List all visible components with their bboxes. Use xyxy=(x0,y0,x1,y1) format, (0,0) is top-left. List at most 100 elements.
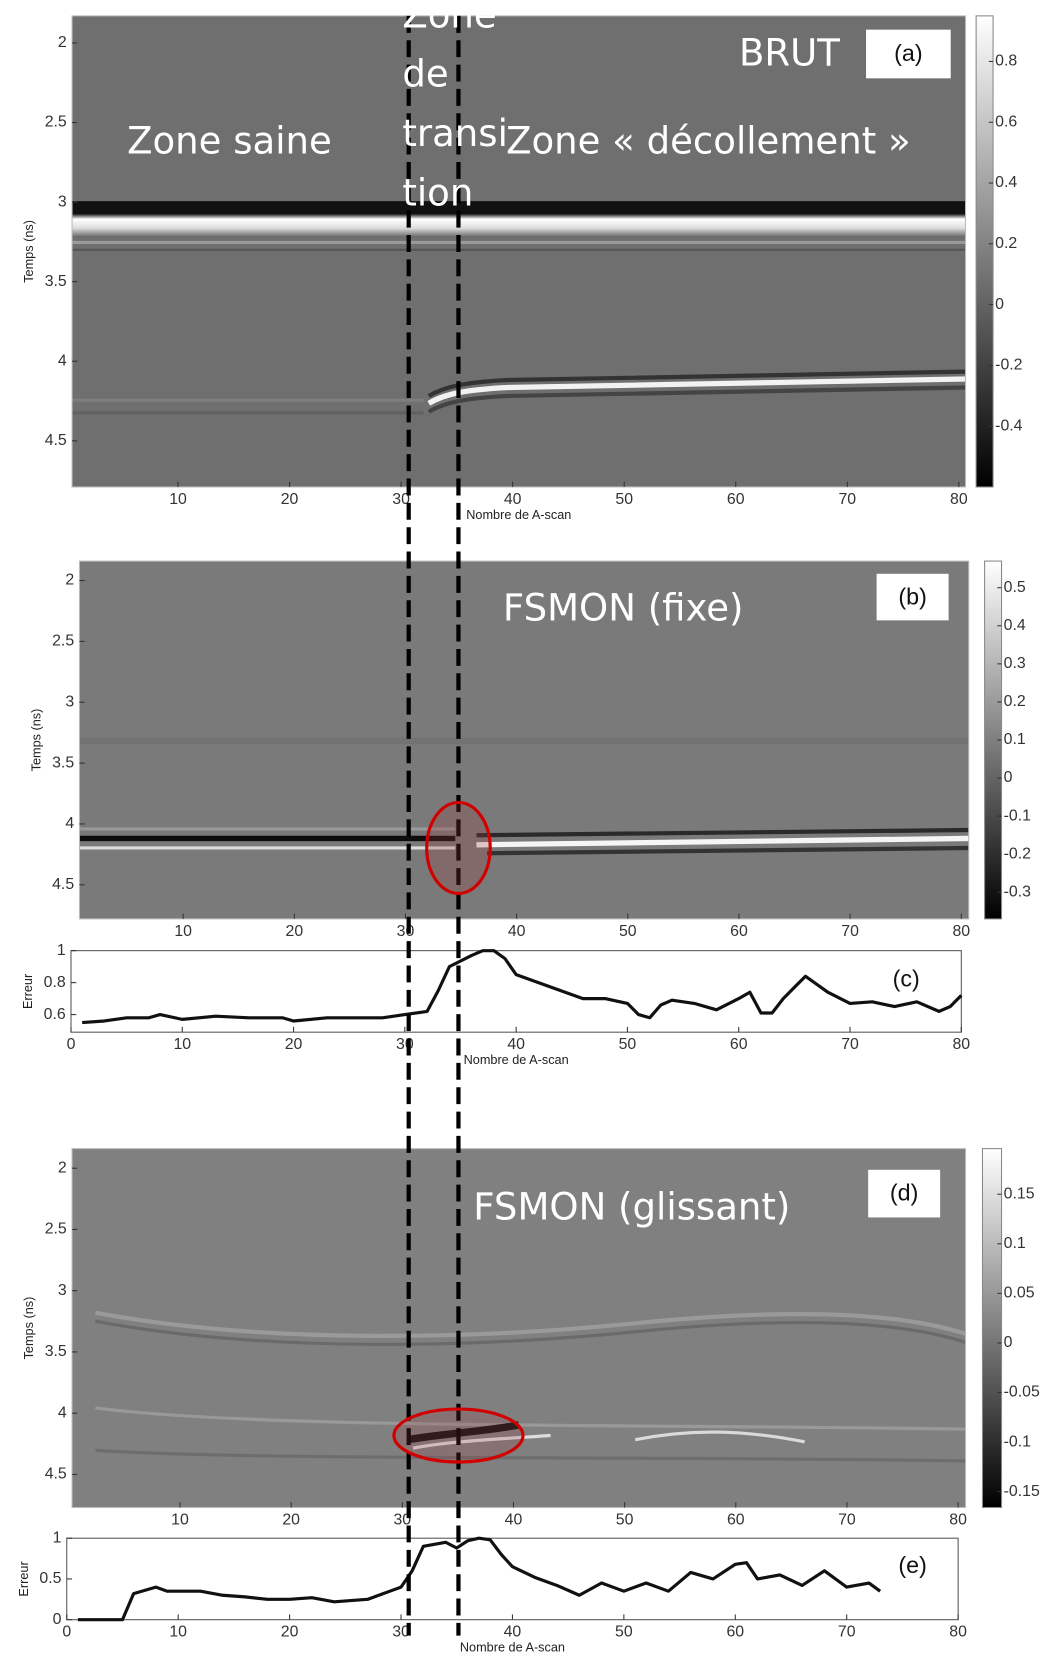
y-tick-label: 2.5 xyxy=(52,633,74,650)
panel-tag: (a) xyxy=(894,40,922,66)
colorbar xyxy=(981,1148,1003,1509)
x-tick-label: 70 xyxy=(841,1036,859,1053)
plot-frame xyxy=(66,1537,959,1621)
colorbar-tick-label: 0.1 xyxy=(1004,1235,1026,1252)
x-tick-label: 10 xyxy=(169,1624,187,1641)
colorbar-tick-label: -0.2 xyxy=(995,357,1023,374)
annotation: FSMON (fixe) xyxy=(503,586,744,629)
colorbar-tick-label: 0.5 xyxy=(1004,579,1026,596)
x-tick-label: 80 xyxy=(950,491,968,508)
colorbar-tick-label: 0.4 xyxy=(1004,617,1026,634)
tag-box xyxy=(868,1169,941,1218)
x-tick-label: 50 xyxy=(619,923,637,940)
colorbar-tick-label: 0.6 xyxy=(995,113,1017,130)
panel-tag: (e) xyxy=(898,1552,926,1578)
x-tick-label: 0 xyxy=(62,1624,71,1641)
x-tick-label: 40 xyxy=(504,1624,522,1641)
y-tick-label: 4 xyxy=(65,815,74,832)
x-tick-label: 70 xyxy=(841,923,859,940)
x-tick-label: 30 xyxy=(397,923,415,940)
colorbar-tick-label: -0.3 xyxy=(1004,883,1032,900)
x-tick-label: 10 xyxy=(174,923,192,940)
x-tick-label: 60 xyxy=(730,923,748,940)
colorbar-tick-label: -0.05 xyxy=(1004,1384,1040,1401)
error-line xyxy=(82,949,963,1025)
x-tick-label: 50 xyxy=(619,1036,637,1053)
y-axis-label: Temps (ns) xyxy=(22,220,36,283)
radargram-b xyxy=(79,561,969,919)
x-tick-label: 40 xyxy=(508,923,526,940)
x-tick-label: 40 xyxy=(505,1511,523,1528)
x-tick-label: 50 xyxy=(616,1511,634,1528)
y-tick-label: 4 xyxy=(58,352,67,369)
y-tick-label: 0.8 xyxy=(44,974,66,991)
tag-box xyxy=(866,29,951,79)
colorbar-tick-label: 0.2 xyxy=(1004,693,1026,710)
y-tick-label: 0.5 xyxy=(39,1570,61,1587)
y-axis-label: Temps (ns) xyxy=(29,709,43,772)
annotation: Zone « décollement » xyxy=(506,119,911,162)
x-tick-label: 80 xyxy=(952,923,970,940)
y-axis-label: Temps (ns) xyxy=(22,1297,36,1360)
plot-frame xyxy=(71,1148,967,1509)
x-tick-label: 70 xyxy=(838,491,856,508)
y-tick-label: 4.5 xyxy=(45,1466,67,1483)
radargram-d xyxy=(72,1148,967,1508)
x-tick-label: 30 xyxy=(396,1036,414,1053)
colorbar-tick-label: -0.1 xyxy=(1004,1433,1032,1450)
x-tick-label: 60 xyxy=(727,491,745,508)
annotation: BRUT xyxy=(739,32,840,75)
x-tick-label: 20 xyxy=(281,491,299,508)
panel-tag: (c) xyxy=(893,965,920,991)
x-tick-label: 60 xyxy=(730,1036,748,1053)
colorbar-tick-label: -0.4 xyxy=(995,417,1023,434)
colorbar-tick-label: 0.3 xyxy=(1004,655,1026,672)
x-tick-label: 10 xyxy=(171,1511,189,1528)
plot-frame xyxy=(71,15,967,488)
y-tick-label: 2.5 xyxy=(45,114,67,131)
x-tick-label: 20 xyxy=(282,1511,300,1528)
x-tick-label: 70 xyxy=(838,1511,856,1528)
x-tick-label: 60 xyxy=(726,1624,744,1641)
panel-tag: (d) xyxy=(890,1179,918,1205)
plot-frame xyxy=(78,560,970,920)
y-tick-label: 1 xyxy=(53,1529,62,1546)
annotation: transi xyxy=(402,112,508,155)
y-tick-label: 3 xyxy=(65,693,74,710)
x-tick-label: 20 xyxy=(286,923,304,940)
y-axis-label: Erreur xyxy=(17,1561,31,1597)
x-tick-label: 40 xyxy=(507,1036,525,1053)
colorbar-tick-label: 0.2 xyxy=(995,235,1017,252)
colorbar-tick-label: 0 xyxy=(1004,1334,1013,1351)
y-tick-label: 3 xyxy=(58,1282,67,1299)
x-tick-label: 80 xyxy=(949,1511,967,1528)
x-tick-label: 30 xyxy=(392,1624,410,1641)
y-tick-label: 2.5 xyxy=(45,1221,67,1238)
annotation: Zone xyxy=(402,0,496,36)
y-tick-label: 2 xyxy=(65,572,74,589)
highlight-ellipse xyxy=(392,1407,525,1464)
x-tick-label: 50 xyxy=(615,491,633,508)
y-tick-label: 4.5 xyxy=(52,876,74,893)
x-tick-label: 50 xyxy=(615,1624,633,1641)
x-tick-label: 80 xyxy=(949,1624,967,1641)
x-tick-label: 10 xyxy=(169,491,187,508)
y-tick-label: 3 xyxy=(58,193,67,210)
colorbar-tick-label: -0.1 xyxy=(1004,807,1032,824)
x-tick-label: 70 xyxy=(838,1624,856,1641)
colorbar-tick-label: 0.1 xyxy=(1004,731,1026,748)
y-tick-label: 4 xyxy=(58,1404,67,1421)
x-tick-label: 40 xyxy=(504,491,522,508)
x-tick-label: 30 xyxy=(392,491,410,508)
panel-tag: (b) xyxy=(898,583,926,609)
annotation: de xyxy=(402,53,448,96)
x-tick-label: 20 xyxy=(285,1036,303,1053)
colorbar-tick-label: 0.15 xyxy=(1004,1185,1035,1202)
error-line xyxy=(77,1536,882,1622)
x-tick-label: 10 xyxy=(173,1036,191,1053)
y-tick-label: 1 xyxy=(57,942,66,959)
highlight-ellipse xyxy=(425,800,492,896)
colorbar-tick-label: 0 xyxy=(1004,769,1013,786)
